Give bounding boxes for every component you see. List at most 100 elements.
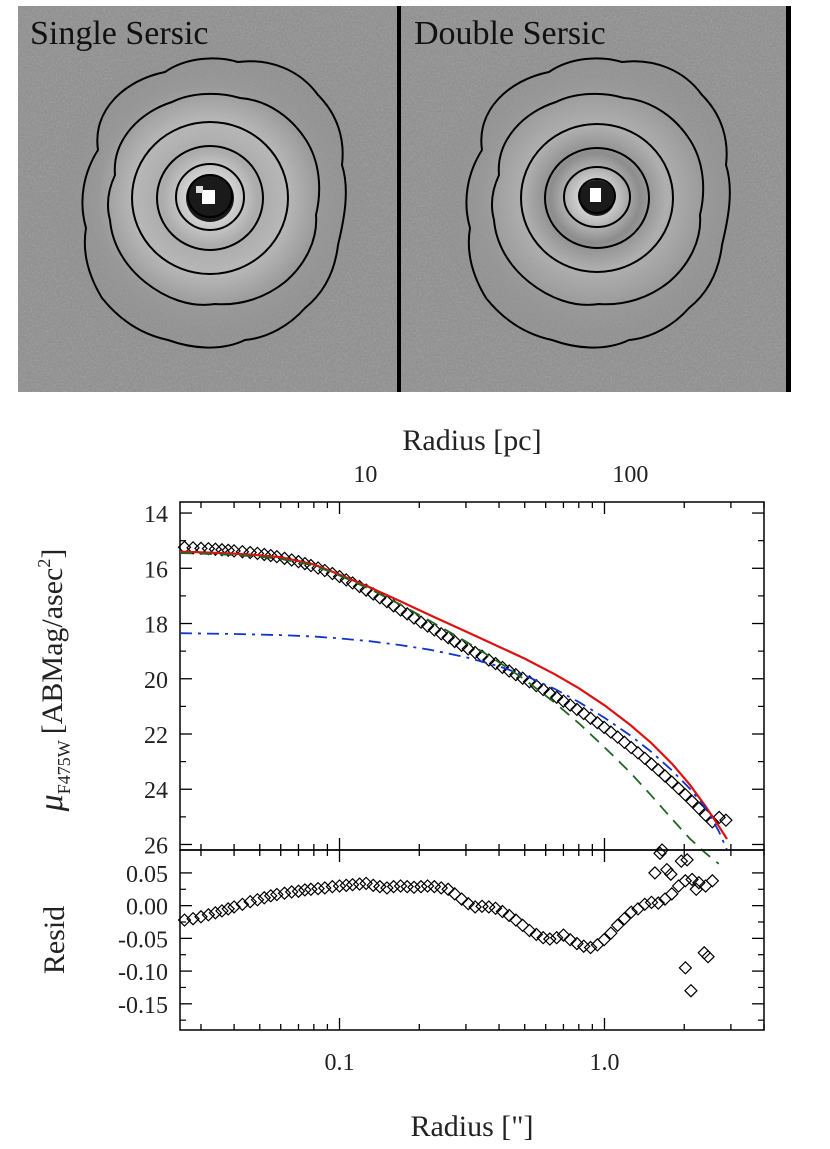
profile-data-point xyxy=(393,603,408,617)
residual-point xyxy=(461,896,476,911)
image-panels: Single Sersic Double Sersic xyxy=(18,6,791,392)
residual-point xyxy=(488,901,503,916)
residual-point xyxy=(298,883,312,897)
y-tick-label: 20 xyxy=(144,668,168,694)
residual-point xyxy=(604,926,618,940)
right-image-panel: Double Sersic xyxy=(401,6,787,392)
right-isophote-contours xyxy=(465,57,731,349)
residual-point xyxy=(186,911,200,926)
profile-data-point xyxy=(441,630,455,645)
profile-data-point xyxy=(332,569,347,584)
residual-point xyxy=(685,872,699,887)
y-tick-label: -0.15 xyxy=(118,993,168,1019)
residual-point xyxy=(380,881,394,895)
residual-point xyxy=(610,918,625,933)
residual-point xyxy=(509,913,523,927)
profile-series xyxy=(177,540,733,865)
residual-point xyxy=(617,911,632,926)
left-isophote-contours xyxy=(81,57,347,349)
profile-data-point xyxy=(617,735,632,750)
residual-point xyxy=(522,923,537,938)
residual-point xyxy=(201,907,216,922)
profile-data-point xyxy=(208,542,223,557)
y-tick-label: -0.10 xyxy=(118,960,168,986)
residual-point xyxy=(663,867,678,882)
residual-point xyxy=(637,897,652,912)
top-axis-title: Radius [pc] xyxy=(402,424,541,457)
residual-point xyxy=(705,873,720,888)
profile-y-symbol: μ xyxy=(33,794,70,812)
x-tick-label: 0.1 xyxy=(325,1050,355,1076)
residual-point xyxy=(678,960,693,975)
profile-data-point xyxy=(664,775,679,789)
top-tick-label: 10 xyxy=(353,462,377,488)
resid-frame xyxy=(179,849,765,1031)
residual-point xyxy=(529,927,544,942)
residual-point xyxy=(664,887,679,901)
profile-data-point xyxy=(215,542,229,557)
residual-point xyxy=(339,878,354,893)
residual-point xyxy=(653,846,667,861)
profile-data-point xyxy=(434,626,449,641)
residual-point xyxy=(235,897,250,912)
residual-point xyxy=(689,882,704,897)
residual-point xyxy=(651,896,666,910)
residual-point xyxy=(304,882,318,897)
profile-data-point xyxy=(529,678,544,693)
residual-point xyxy=(311,881,325,896)
top-axis: 10 100 xyxy=(353,462,648,488)
residual-point xyxy=(359,876,373,891)
residual-point xyxy=(648,866,662,880)
profile-data-point xyxy=(339,573,354,587)
residual-point xyxy=(692,875,706,890)
profile-data-point xyxy=(692,801,706,816)
profile-data-point xyxy=(447,634,462,649)
residual-point xyxy=(674,854,689,868)
profile-data-point xyxy=(509,667,523,682)
profile-xticks xyxy=(200,502,765,850)
resid-series xyxy=(177,843,720,998)
svg-text:μF475W[ABMag/asec2]: μF475W [ABMag/asec2] xyxy=(33,549,74,813)
profile-y-units-end: ] xyxy=(36,549,69,559)
residual-point xyxy=(495,904,510,919)
residual-point xyxy=(597,932,611,947)
residual-point xyxy=(332,879,347,893)
profile-data-point xyxy=(624,740,639,755)
residual-point xyxy=(386,879,401,894)
profile-data-point xyxy=(427,623,442,637)
resid-y-title: Resid xyxy=(38,906,71,974)
profile-y-sub: F475W xyxy=(54,740,74,794)
profile-yticks: 14 16 18 20 22 24 26 xyxy=(144,502,764,859)
profile-data-point xyxy=(671,781,686,796)
x-axis-title: Radius ["] xyxy=(410,1110,533,1143)
residual-point xyxy=(570,936,584,951)
profile-data-point xyxy=(658,769,672,783)
residual-point xyxy=(549,930,564,945)
residual-point xyxy=(515,918,530,933)
residual-point xyxy=(624,905,639,920)
profile-y-title: μF475W [ABMag/asec2] xyxy=(33,549,74,813)
profile-data-point xyxy=(420,619,435,633)
profile-data-point xyxy=(221,543,236,558)
profile-data-point xyxy=(407,611,421,625)
y-tick-label: 26 xyxy=(144,833,168,859)
profile-data-point xyxy=(461,642,476,656)
residual-point xyxy=(317,881,332,895)
residual-point xyxy=(291,884,306,899)
residual-point xyxy=(660,862,674,877)
residual-point xyxy=(678,873,693,888)
residual-point xyxy=(563,932,577,947)
residual-point xyxy=(407,880,421,895)
residual-point xyxy=(227,900,241,914)
residual-point xyxy=(502,908,517,923)
residual-point xyxy=(447,887,462,901)
resid-xticks: 0.1 1.0 xyxy=(200,850,765,1076)
residual-point xyxy=(542,932,557,946)
y-tick-label: 24 xyxy=(144,778,168,804)
residual-point xyxy=(263,888,278,903)
resid-yticks: 0.05 0.00 -0.05 -0.10 -0.15 xyxy=(118,862,764,1021)
profile-data-point xyxy=(631,745,645,760)
residual-point xyxy=(701,949,715,964)
residual-point xyxy=(243,894,258,909)
profile-data-point xyxy=(269,549,284,564)
